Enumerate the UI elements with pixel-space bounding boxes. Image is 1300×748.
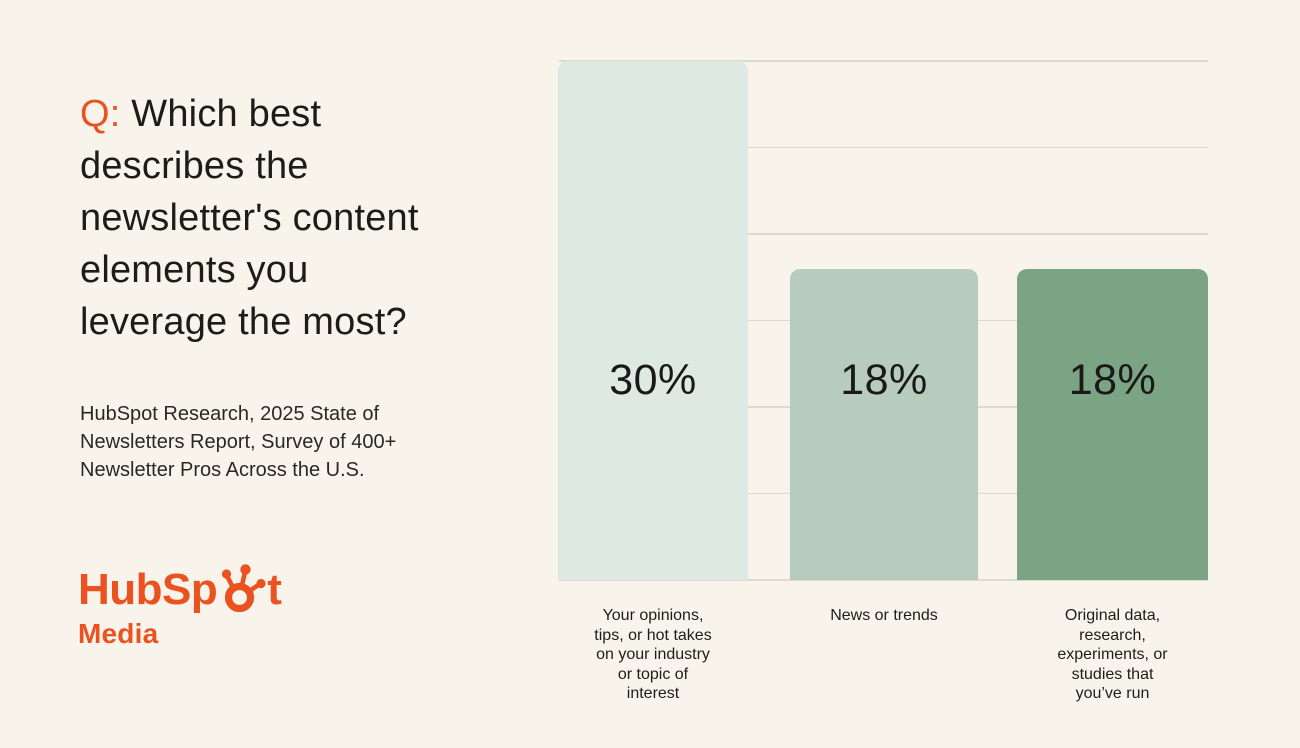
question-text: Which best describes the newsletter's co… [80, 93, 419, 343]
wordmark-end: t [267, 565, 282, 614]
hubspot-sprocket-icon [222, 564, 266, 613]
gridline [559, 579, 1208, 581]
x-axis-label: Original data, research, experiments, or… [1057, 607, 1168, 702]
x-axis-label: News or trends [830, 607, 938, 624]
bar-value-label: 30% [609, 356, 697, 404]
question-prefix: Q: [80, 93, 121, 135]
gridline [559, 233, 1208, 235]
gridline [559, 146, 1208, 149]
bar [558, 61, 748, 580]
bar [790, 268, 978, 580]
wordmark-start: HubSp [78, 565, 218, 614]
source-note: HubSpot Research, 2025 State of Newslett… [80, 403, 397, 481]
logo-media-label: Media [78, 618, 159, 649]
bar-value-label: 18% [1068, 356, 1157, 404]
bar-value-label: 18% [840, 356, 928, 404]
x-axis-label: Your opinions, tips, or hot takes on you… [594, 607, 712, 702]
hubspot-logo: HubSp t Media [78, 563, 282, 650]
question-heading: Q: Which best describes the newsletter's… [80, 88, 440, 348]
gridline [559, 60, 1208, 62]
hubspot-wordmark: HubSp t [78, 563, 282, 614]
bar [1017, 268, 1208, 580]
